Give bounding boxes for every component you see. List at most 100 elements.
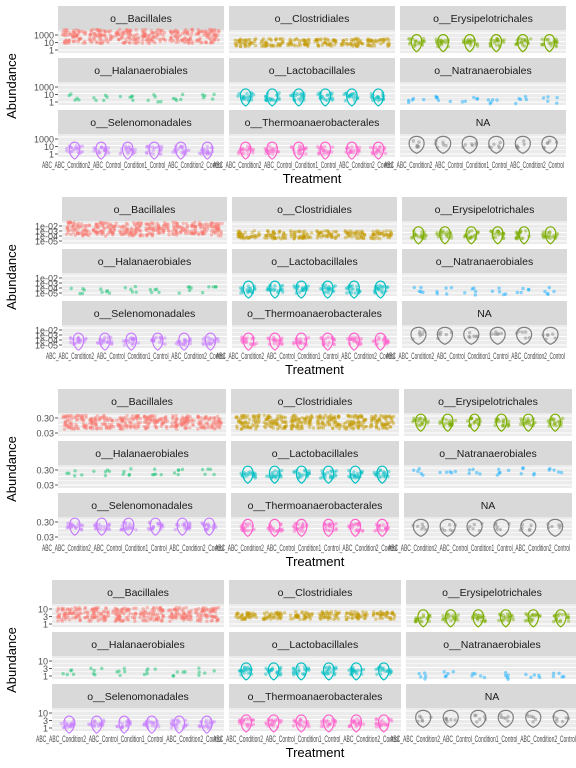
data-point: [130, 95, 134, 99]
data-point: [186, 224, 190, 228]
data-point: [190, 422, 195, 427]
data-point: [91, 36, 96, 41]
data-point: [440, 236, 444, 241]
data-point: [142, 420, 147, 424]
data-point: [183, 426, 187, 430]
data-point: [63, 38, 68, 43]
data-point: [171, 96, 176, 101]
data-point: [264, 41, 268, 45]
data-point: [296, 44, 301, 48]
data-point: [278, 341, 282, 345]
data-point: [351, 38, 356, 42]
facet-label: o__Halanaerobiales: [95, 448, 188, 460]
data-point: [279, 522, 283, 526]
data-point: [274, 99, 278, 103]
data-point: [181, 522, 185, 527]
data-point: [104, 36, 109, 41]
data-point: [382, 667, 386, 671]
data-point: [81, 29, 85, 34]
data-point: [318, 616, 323, 621]
data-point: [105, 38, 109, 43]
data-point: [130, 227, 134, 231]
data-point: [369, 92, 374, 96]
data-point: [133, 230, 138, 234]
data-point: [100, 232, 104, 236]
data-point: [132, 606, 136, 611]
data-point: [194, 32, 198, 36]
data-point: [76, 221, 81, 226]
data-point: [175, 29, 179, 33]
data-point: [95, 28, 99, 32]
data-point: [271, 475, 275, 479]
data-point: [213, 33, 217, 38]
data-point: [211, 40, 215, 45]
data-point: [143, 27, 148, 32]
data-point: [242, 472, 247, 477]
data-point: [212, 33, 217, 38]
data-point: [541, 333, 545, 337]
data-point: [381, 40, 385, 44]
data-point: [190, 29, 195, 33]
data-point: [385, 526, 389, 530]
data-point: [181, 610, 186, 614]
data-point: [244, 147, 248, 152]
data-point: [123, 40, 127, 45]
data-point: [498, 527, 503, 532]
facet-strip: [58, 58, 224, 82]
facet-panel: o__Erysipelotrichales: [402, 197, 567, 245]
data-point: [497, 286, 501, 290]
data-point: [349, 287, 354, 291]
data-point: [489, 38, 493, 42]
data-point: [99, 426, 103, 431]
data-point: [81, 413, 85, 418]
data-point: [289, 229, 293, 233]
data-point: [322, 416, 326, 421]
data-point: [352, 470, 356, 474]
data-point: [464, 41, 468, 45]
data-point: [209, 426, 214, 430]
data-point: [235, 39, 240, 43]
data-point: [317, 151, 321, 156]
data-point: [86, 229, 90, 233]
data-point: [143, 34, 147, 38]
data-point: [156, 27, 160, 32]
data-point: [110, 231, 115, 235]
data-point: [299, 99, 303, 103]
facet-strip: [229, 110, 395, 134]
data-point: [99, 146, 104, 150]
data-point: [334, 609, 338, 614]
data-point: [107, 223, 112, 227]
data-point: [116, 32, 121, 36]
violin-shape: [541, 135, 558, 154]
data-point: [416, 144, 421, 149]
data-point: [279, 468, 284, 473]
data-point: [66, 220, 70, 224]
data-point: [73, 147, 77, 151]
data-point: [330, 336, 334, 340]
data-point: [441, 40, 445, 44]
data-point: [327, 340, 331, 345]
data-point: [67, 144, 72, 149]
data-point: [130, 615, 135, 620]
data-point: [374, 425, 379, 430]
data-point: [324, 290, 328, 294]
x-tick-labels: ABC_ABC_Condition2_ABC_Control_Condition…: [42, 543, 224, 554]
data-point: [269, 43, 274, 47]
data-point: [416, 42, 421, 46]
data-point: [156, 522, 160, 526]
data-point: [196, 232, 201, 237]
data-point: [196, 39, 201, 43]
violin-shape: [516, 34, 529, 53]
data-point: [449, 614, 453, 618]
data-point: [69, 32, 73, 37]
data-point: [465, 41, 470, 45]
data-point: [383, 151, 388, 156]
data-point: [277, 425, 281, 430]
data-point: [212, 669, 216, 673]
data-point: [286, 43, 290, 48]
data-point: [99, 229, 104, 234]
data-point: [70, 149, 75, 154]
